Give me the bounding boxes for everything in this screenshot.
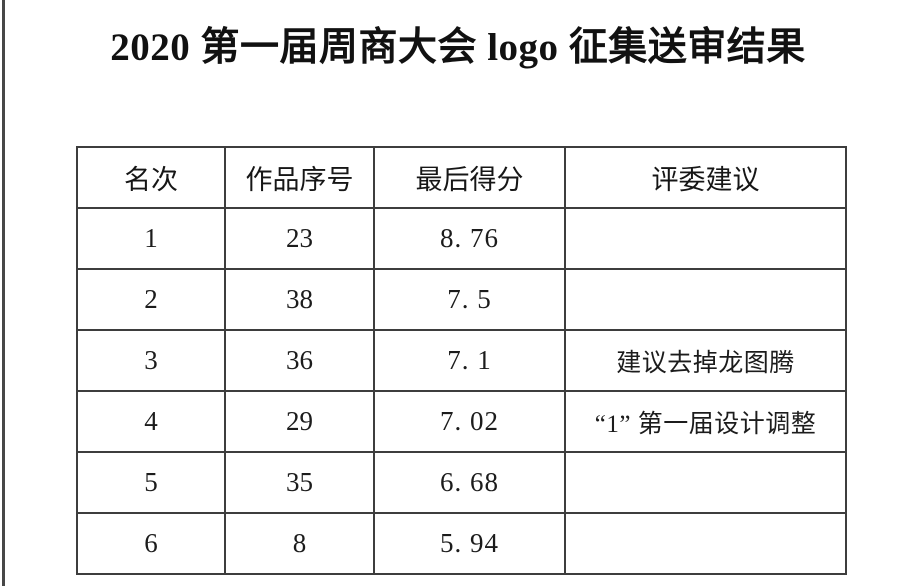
cell-score: 8. 76 xyxy=(373,207,566,270)
cell-suggestion: “1” 第一届设计调整 xyxy=(564,390,847,453)
results-table: 名次 作品序号 最后得分 评委建议 1 23 8. 76 2 38 7. 5 3… xyxy=(76,146,847,575)
table-header-row: 名次 作品序号 最后得分 评委建议 xyxy=(76,146,847,209)
cell-rank: 5 xyxy=(76,451,226,514)
cell-score: 7. 1 xyxy=(373,329,566,392)
cell-entry-no: 29 xyxy=(224,390,375,453)
cell-entry-no: 35 xyxy=(224,451,375,514)
cell-rank: 4 xyxy=(76,390,226,453)
cell-rank: 6 xyxy=(76,512,226,575)
scan-edge-line xyxy=(2,0,5,586)
cell-rank: 2 xyxy=(76,268,226,331)
cell-suggestion xyxy=(564,207,847,270)
cell-score: 7. 02 xyxy=(373,390,566,453)
table-row: 3 36 7. 1 建议去掉龙图腾 xyxy=(76,329,847,392)
cell-suggestion xyxy=(564,268,847,331)
table-row: 5 35 6. 68 xyxy=(76,451,847,514)
cell-suggestion xyxy=(564,451,847,514)
cell-rank: 1 xyxy=(76,207,226,270)
column-header-entry-no: 作品序号 xyxy=(224,146,375,209)
column-header-score: 最后得分 xyxy=(373,146,566,209)
cell-suggestion xyxy=(564,512,847,575)
cell-entry-no: 38 xyxy=(224,268,375,331)
cell-entry-no: 8 xyxy=(224,512,375,575)
page-title: 2020 第一届周商大会 logo 征集送审结果 xyxy=(110,26,806,69)
cell-rank: 3 xyxy=(76,329,226,392)
cell-score: 6. 68 xyxy=(373,451,566,514)
cell-score: 5. 94 xyxy=(373,512,566,575)
table-row: 4 29 7. 02 “1” 第一届设计调整 xyxy=(76,390,847,453)
column-header-suggestion: 评委建议 xyxy=(564,146,847,209)
table-row: 2 38 7. 5 xyxy=(76,268,847,331)
cell-entry-no: 23 xyxy=(224,207,375,270)
table-row: 6 8 5. 94 xyxy=(76,512,847,575)
table-row: 1 23 8. 76 xyxy=(76,207,847,270)
cell-entry-no: 36 xyxy=(224,329,375,392)
column-header-rank: 名次 xyxy=(76,146,226,209)
cell-suggestion: 建议去掉龙图腾 xyxy=(564,329,847,392)
cell-score: 7. 5 xyxy=(373,268,566,331)
